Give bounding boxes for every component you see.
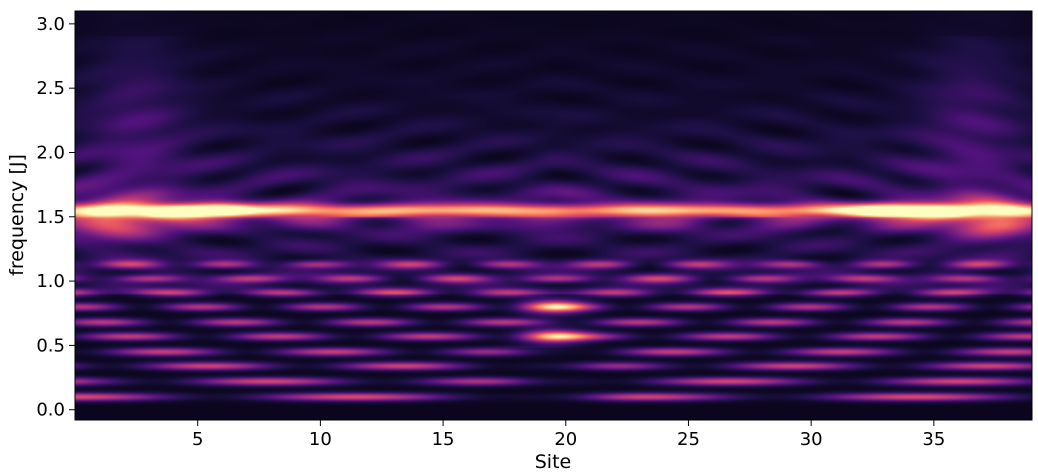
y-axis-label: frequency [J] [6, 154, 28, 276]
y-tick-label: 1.0 [36, 271, 65, 292]
x-axis-ticks: 5 10 15 20 25 30 35 [192, 420, 945, 450]
y-axis-ticks: 0.0 0.5 1.0 1.5 2.0 2.5 3.0 [36, 14, 75, 421]
x-tick-label: 25 [677, 429, 700, 450]
x-tick-label: 15 [432, 429, 455, 450]
y-tick-label: 2.5 [36, 78, 65, 99]
y-tick-label: 0.0 [36, 400, 65, 421]
y-tick-label: 1.5 [36, 207, 65, 228]
x-axis-label: Site [535, 451, 571, 473]
y-tick-label: 0.5 [36, 335, 65, 356]
x-tick-label: 30 [800, 429, 823, 450]
x-tick-label: 10 [309, 429, 332, 450]
x-tick-label: 35 [922, 429, 945, 450]
x-tick-label: 20 [554, 429, 577, 450]
heatmap-image [75, 11, 1032, 420]
plot-area [74, 10, 1033, 421]
y-tick-label: 2.0 [36, 142, 65, 163]
y-tick-label: 3.0 [36, 14, 65, 35]
x-tick-label: 5 [192, 429, 203, 450]
axes-frame [74, 10, 1033, 421]
